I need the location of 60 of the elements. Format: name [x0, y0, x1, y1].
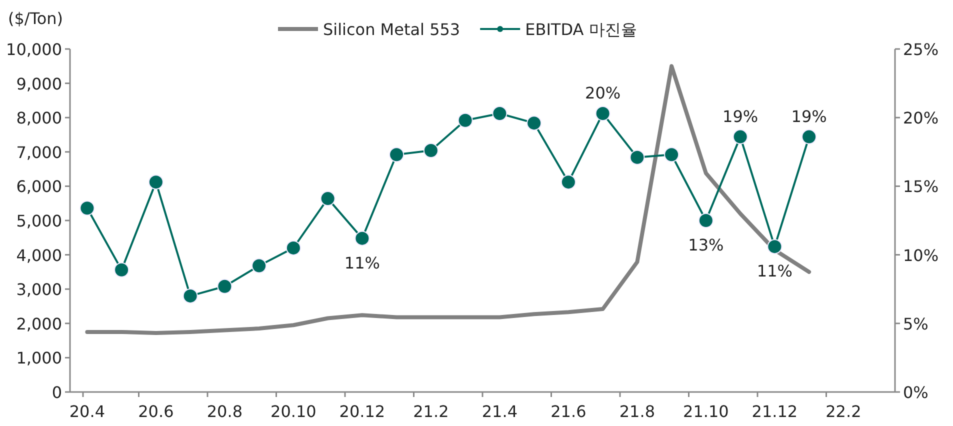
data-label: 11% — [344, 253, 380, 272]
y-tick-label: 3,000 — [16, 280, 62, 300]
point — [630, 150, 645, 165]
x-tick-label: 20.6 — [138, 402, 174, 421]
legend-label: Silicon Metal 553 — [323, 20, 460, 39]
x-tick-label: 21.4 — [482, 402, 518, 421]
x-tick-label: 21.10 — [683, 402, 729, 421]
y-tick-label: 2,000 — [16, 314, 62, 334]
y-tick-label: 5,000 — [16, 212, 62, 230]
data-label: 20% — [585, 83, 621, 102]
point — [732, 129, 748, 144]
point — [560, 174, 576, 190]
x-tick-label: 21.12 — [752, 402, 798, 421]
point — [423, 143, 438, 158]
point — [320, 191, 336, 206]
point — [148, 174, 164, 190]
y2-tick-label: 20% — [903, 108, 939, 128]
x-tick-label: 20.12 — [339, 402, 386, 421]
x-tick-label: 21.8 — [619, 402, 655, 421]
y2-tick-label: 10% — [903, 246, 939, 265]
x-tick-label: 20.8 — [206, 402, 242, 421]
x-tick-label: 21.6 — [550, 402, 586, 421]
y-tick-label: 8,000 — [16, 108, 62, 128]
y-tick-label: 6,000 — [16, 177, 62, 196]
y-tick-label: 7,000 — [16, 142, 62, 162]
point — [182, 288, 198, 304]
legend-label: EBITDA 마진율 — [525, 20, 637, 39]
point — [286, 240, 301, 256]
data-label: 11% — [756, 262, 792, 281]
y2-tick-label: 25% — [903, 40, 939, 59]
y2-tick-label: 0% — [903, 383, 928, 402]
x-tick-label: 20.4 — [69, 402, 105, 421]
point — [802, 129, 817, 144]
y2-tick-label: 15% — [903, 177, 939, 196]
point — [80, 200, 95, 216]
point — [767, 239, 782, 254]
y-tick-label: 4,000 — [16, 246, 62, 265]
x-tick-label: 21.2 — [413, 402, 449, 421]
y-tick-label: 0 — [52, 383, 62, 402]
y-tick-label: 9,000 — [16, 74, 62, 94]
y-tick-label: 10,000 — [6, 40, 62, 59]
x-tick-label: 20.10 — [270, 402, 316, 421]
data-label: 19% — [791, 106, 827, 126]
point — [354, 230, 370, 246]
point — [526, 116, 542, 131]
point — [698, 213, 714, 228]
point — [114, 262, 130, 278]
data-label: 19% — [722, 106, 758, 126]
point — [217, 278, 232, 294]
x-tick-label: 22.2 — [826, 402, 862, 421]
point — [458, 112, 473, 128]
y-axis-title: ($/Ton) — [8, 9, 64, 28]
y2-tick-label: 5% — [903, 314, 928, 334]
point — [252, 258, 267, 274]
point — [389, 147, 404, 162]
y-tick-label: 1,000 — [16, 348, 62, 368]
data-label: 13% — [688, 236, 724, 254]
point — [664, 147, 680, 162]
point — [492, 106, 508, 121]
point — [595, 106, 610, 121]
